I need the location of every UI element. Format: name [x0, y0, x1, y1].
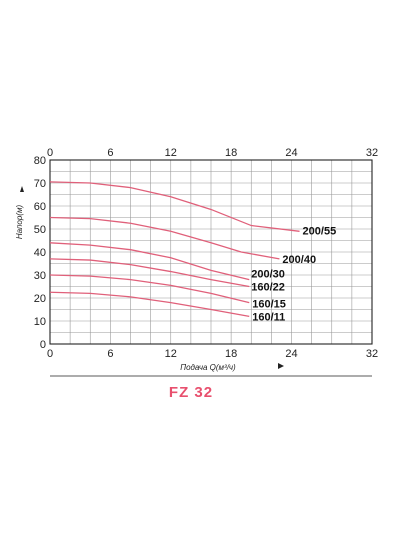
performance-curves — [49, 181, 300, 318]
x-tick-label-bottom: 18 — [225, 348, 237, 360]
y-tick-label: 50 — [34, 224, 46, 236]
x-tick-label-bottom: 12 — [165, 348, 177, 360]
y-tick-label: 30 — [34, 270, 46, 282]
model-title: FZ 32 — [169, 384, 213, 401]
y-tick-label: 80 — [34, 155, 46, 167]
x-tick-label-top: 32 — [366, 147, 378, 159]
y-tick-label: 0 — [40, 339, 46, 351]
x-tick-label-bottom: 6 — [107, 348, 113, 360]
y-tick-label: 70 — [34, 178, 46, 190]
y-tick-label: 60 — [34, 201, 46, 213]
x-tick-label-top: 6 — [107, 147, 113, 159]
y-tick-label: 10 — [34, 316, 46, 328]
grid-layer — [49, 159, 373, 345]
curve-200-40 — [49, 216, 280, 260]
x-tick-label-top: 12 — [165, 147, 177, 159]
x-tick-label-top: 0 — [47, 147, 53, 159]
curve-160-15 — [49, 274, 250, 304]
x-tick-label-top: 18 — [225, 147, 237, 159]
curve-label-160-11: 160/11 — [252, 311, 285, 323]
plot-frame — [49, 159, 373, 345]
curve-label-200-55: 200/55 — [303, 225, 337, 237]
y-axis-arrow — [20, 186, 24, 192]
curve-160-22 — [49, 258, 250, 288]
curve-200-30 — [49, 242, 250, 281]
x-tick-label-bottom: 24 — [285, 348, 297, 360]
curve-label-160-22: 160/22 — [251, 282, 285, 294]
curve-label-200-40: 200/40 — [282, 254, 316, 266]
curve-label-160-15: 160/15 — [252, 299, 286, 311]
y-axis-title: Напор(м) — [15, 205, 24, 240]
curve-160-11 — [49, 291, 250, 318]
curve-200-55 — [49, 181, 300, 232]
plot-border — [49, 159, 373, 345]
x-tick-label-bottom: 0 — [47, 348, 53, 360]
y-tick-label: 20 — [34, 293, 46, 305]
x-tick-label-top: 24 — [285, 147, 297, 159]
x-axis-arrow — [278, 363, 284, 369]
curve-label-200-30: 200/30 — [251, 269, 285, 281]
x-tick-label-bottom: 32 — [366, 348, 378, 360]
y-tick-label: 40 — [34, 247, 46, 259]
x-axis-title: Подача Q(м³/ч) — [180, 363, 236, 372]
